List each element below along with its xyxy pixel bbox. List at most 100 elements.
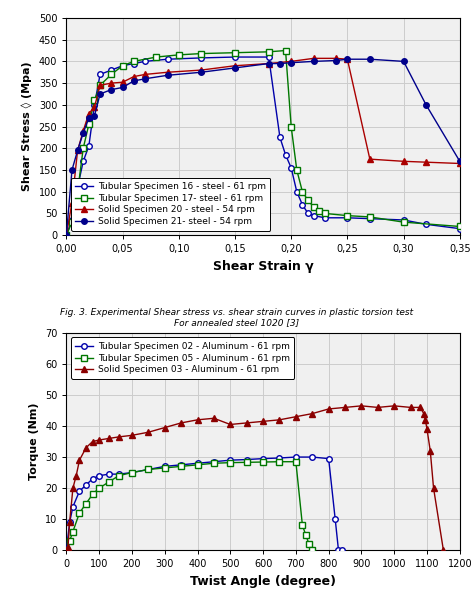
Solid Specimen 21- steel - 54 rpm: [86, 114, 91, 121]
Tubular Specimen 17- steel - 61 rpm: [288, 123, 294, 130]
Tubular Specimen 05 - Aluminum - 61 rpm: [310, 547, 315, 554]
Tubular Specimen 16 - steel - 61 rpm: [305, 210, 311, 217]
Solid Specimen 03 - Aluminum - 61 rpm: [77, 457, 82, 464]
Tubular Specimen 16 - steel - 61 rpm: [277, 134, 283, 141]
Tubular Specimen 16 - steel - 61 rpm: [75, 184, 81, 191]
Solid Specimen 21- steel - 54 rpm: [109, 86, 114, 93]
Tubular Specimen 17- steel - 61 rpm: [69, 218, 75, 225]
Y-axis label: Shear Stress ◊ (Mpa): Shear Stress ◊ (Mpa): [22, 62, 33, 191]
Solid Specimen 03 - Aluminum - 61 rpm: [211, 414, 217, 422]
Tubular Specimen 17- steel - 61 rpm: [345, 212, 350, 219]
Tubular Specimen 05 - Aluminum - 61 rpm: [244, 459, 249, 466]
Solid Specimen 03 - Aluminum - 61 rpm: [424, 426, 430, 433]
Tubular Specimen 17- steel - 61 rpm: [81, 145, 86, 152]
Tubular Specimen 02 - Aluminum - 61 rpm: [336, 547, 341, 554]
Tubular Specimen 17- steel - 61 rpm: [75, 188, 81, 196]
Tubular Specimen 16 - steel - 61 rpm: [322, 214, 328, 221]
Solid Specimen 20 - steel - 54 rpm: [120, 79, 126, 86]
Tubular Specimen 05 - Aluminum - 61 rpm: [303, 531, 309, 538]
Tubular Specimen 16 - steel - 61 rpm: [120, 62, 126, 69]
Solid Specimen 03 - Aluminum - 61 rpm: [392, 402, 397, 410]
Tubular Specimen 17- steel - 61 rpm: [86, 121, 91, 128]
Tubular Specimen 02 - Aluminum - 61 rpm: [228, 457, 233, 464]
X-axis label: Shear Strain γ: Shear Strain γ: [213, 260, 313, 273]
Solid Specimen 21- steel - 54 rpm: [401, 58, 406, 65]
Tubular Specimen 02 - Aluminum - 61 rpm: [129, 469, 135, 476]
Solid Specimen 21- steel - 54 rpm: [345, 56, 350, 63]
Tubular Specimen 16 - steel - 61 rpm: [232, 53, 238, 60]
Y-axis label: Torque (Nm): Torque (Nm): [29, 403, 39, 480]
Solid Specimen 21- steel - 54 rpm: [120, 84, 126, 91]
X-axis label: Twist Angle (degree): Twist Angle (degree): [190, 575, 336, 588]
Tubular Specimen 16 - steel - 61 rpm: [266, 53, 272, 60]
Tubular Specimen 17- steel - 61 rpm: [64, 231, 69, 239]
Tubular Specimen 05 - Aluminum - 61 rpm: [116, 472, 122, 479]
Solid Specimen 20 - steel - 54 rpm: [457, 160, 463, 167]
Tubular Specimen 16 - steel - 61 rpm: [294, 188, 300, 196]
Tubular Specimen 16 - steel - 61 rpm: [69, 216, 75, 224]
Solid Specimen 20 - steel - 54 rpm: [75, 147, 81, 154]
Solid Specimen 03 - Aluminum - 61 rpm: [422, 416, 428, 423]
Solid Specimen 03 - Aluminum - 61 rpm: [195, 416, 201, 423]
Tubular Specimen 02 - Aluminum - 61 rpm: [244, 456, 249, 463]
Tubular Specimen 05 - Aluminum - 61 rpm: [90, 491, 95, 498]
Tubular Specimen 05 - Aluminum - 61 rpm: [260, 459, 266, 466]
Tubular Specimen 17- steel - 61 rpm: [305, 197, 311, 204]
Tubular Specimen 16 - steel - 61 rpm: [142, 58, 148, 65]
Solid Specimen 03 - Aluminum - 61 rpm: [65, 544, 71, 551]
Solid Specimen 21- steel - 54 rpm: [75, 147, 81, 154]
Line: Solid Specimen 03 - Aluminum - 61 rpm: Solid Specimen 03 - Aluminum - 61 rpm: [64, 403, 446, 553]
Solid Specimen 21- steel - 54 rpm: [288, 59, 294, 66]
Solid Specimen 03 - Aluminum - 61 rpm: [129, 432, 135, 439]
Tubular Specimen 16 - steel - 61 rpm: [86, 142, 91, 150]
Tubular Specimen 02 - Aluminum - 61 rpm: [146, 466, 151, 473]
Tubular Specimen 17- steel - 61 rpm: [131, 58, 137, 65]
Tubular Specimen 05 - Aluminum - 61 rpm: [293, 458, 299, 465]
Tubular Specimen 02 - Aluminum - 61 rpm: [162, 463, 167, 470]
Tubular Specimen 17- steel - 61 rpm: [322, 210, 328, 217]
Solid Specimen 21- steel - 54 rpm: [142, 75, 148, 83]
Solid Specimen 20 - steel - 54 rpm: [401, 158, 406, 165]
Solid Specimen 21- steel - 54 rpm: [97, 90, 103, 97]
Tubular Specimen 17- steel - 61 rpm: [317, 208, 322, 215]
Solid Specimen 03 - Aluminum - 61 rpm: [64, 547, 69, 554]
Tubular Specimen 05 - Aluminum - 61 rpm: [228, 459, 233, 466]
Tubular Specimen 17- steel - 61 rpm: [283, 47, 288, 54]
Tubular Specimen 17- steel - 61 rpm: [176, 51, 182, 59]
Tubular Specimen 17- steel - 61 rpm: [97, 82, 103, 89]
Solid Specimen 21- steel - 54 rpm: [91, 112, 97, 119]
Solid Specimen 21- steel - 54 rpm: [69, 166, 75, 173]
Tubular Specimen 17- steel - 61 rpm: [232, 49, 238, 56]
Tubular Specimen 02 - Aluminum - 61 rpm: [67, 518, 73, 526]
Tubular Specimen 02 - Aluminum - 61 rpm: [260, 455, 266, 462]
Solid Specimen 20 - steel - 54 rpm: [81, 127, 86, 135]
Text: Fig. 3. Experimental Shear stress vs. shear strain curves in plastic torsion tes: Fig. 3. Experimental Shear stress vs. sh…: [61, 308, 413, 327]
Solid Specimen 03 - Aluminum - 61 rpm: [310, 410, 315, 417]
Solid Specimen 20 - steel - 54 rpm: [288, 58, 294, 65]
Tubular Specimen 17- steel - 61 rpm: [109, 71, 114, 78]
Tubular Specimen 16 - steel - 61 rpm: [199, 54, 204, 62]
Solid Specimen 20 - steel - 54 rpm: [423, 158, 429, 166]
Tubular Specimen 17- steel - 61 rpm: [91, 97, 97, 104]
Tubular Specimen 02 - Aluminum - 61 rpm: [211, 458, 217, 465]
Tubular Specimen 16 - steel - 61 rpm: [91, 101, 97, 108]
Solid Specimen 21- steel - 54 rpm: [81, 130, 86, 137]
Tubular Specimen 16 - steel - 61 rpm: [97, 71, 103, 78]
Solid Specimen 20 - steel - 54 rpm: [333, 55, 339, 62]
Solid Specimen 21- steel - 54 rpm: [457, 158, 463, 165]
Solid Specimen 03 - Aluminum - 61 rpm: [418, 404, 423, 411]
Solid Specimen 03 - Aluminum - 61 rpm: [342, 404, 348, 411]
Tubular Specimen 02 - Aluminum - 61 rpm: [64, 547, 69, 554]
Solid Specimen 03 - Aluminum - 61 rpm: [70, 484, 76, 492]
Tubular Specimen 02 - Aluminum - 61 rpm: [70, 503, 76, 510]
Solid Specimen 03 - Aluminum - 61 rpm: [116, 434, 122, 441]
Tubular Specimen 05 - Aluminum - 61 rpm: [146, 466, 151, 473]
Tubular Specimen 02 - Aluminum - 61 rpm: [96, 472, 102, 479]
Tubular Specimen 02 - Aluminum - 61 rpm: [277, 454, 283, 462]
Solid Specimen 03 - Aluminum - 61 rpm: [90, 438, 95, 445]
Solid Specimen 20 - steel - 54 rpm: [232, 62, 238, 69]
Tubular Specimen 05 - Aluminum - 61 rpm: [300, 521, 305, 529]
Tubular Specimen 16 - steel - 61 rpm: [457, 225, 463, 232]
Tubular Specimen 02 - Aluminum - 61 rpm: [77, 487, 82, 495]
Tubular Specimen 16 - steel - 61 rpm: [283, 151, 288, 158]
